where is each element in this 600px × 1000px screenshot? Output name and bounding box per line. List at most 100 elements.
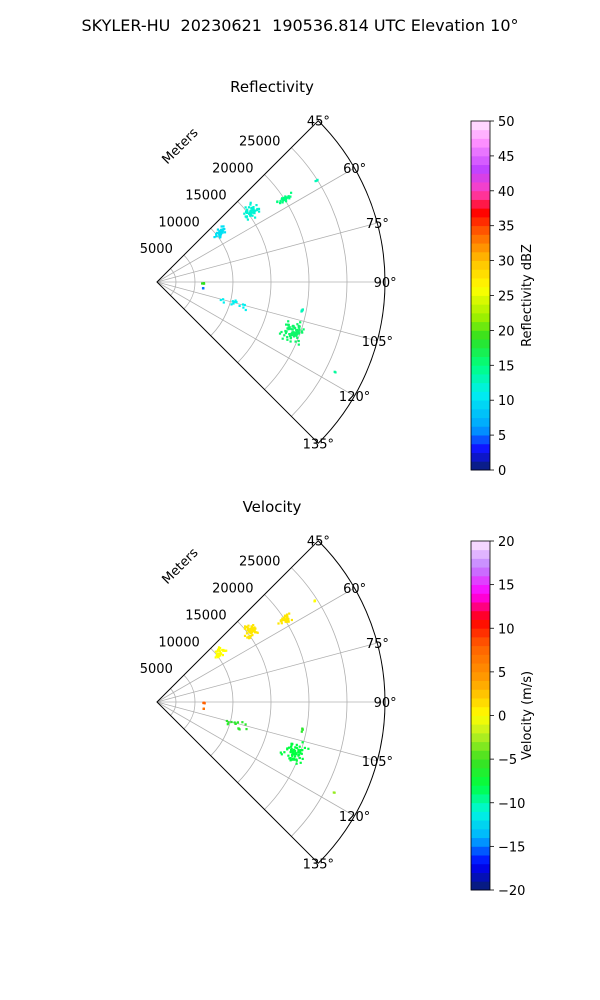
radial-tick-label: 5000	[140, 242, 173, 257]
radar-gate	[245, 728, 248, 731]
radar-gate	[221, 230, 224, 234]
radar-gate	[285, 330, 288, 333]
radar-gate	[298, 756, 301, 760]
radar-gate	[223, 228, 226, 231]
radar-gate	[222, 225, 225, 228]
radar-gate	[290, 618, 293, 622]
radar-gate	[225, 719, 228, 723]
radar-gate	[294, 340, 297, 343]
radar-gate	[220, 652, 223, 655]
radar-gate	[215, 235, 218, 238]
radar-gate	[300, 330, 303, 333]
colorbar-tick-label: 5	[498, 429, 506, 444]
radar-gate	[315, 179, 318, 182]
radar-gate	[301, 741, 304, 744]
radar-gate	[244, 625, 247, 628]
radar-gate	[290, 191, 293, 194]
radar-gate	[250, 206, 253, 209]
radar-gate	[282, 196, 285, 200]
radar-gate	[289, 340, 292, 343]
colorbar-segment	[471, 304, 490, 314]
radar-gate	[218, 652, 221, 656]
radar-gate	[218, 230, 221, 233]
colorbar-segment	[471, 837, 490, 847]
colorbar-segment	[471, 190, 490, 200]
colorbar-tick-label: 10	[498, 622, 515, 637]
radar-gate	[299, 321, 302, 324]
radar-gate	[233, 300, 236, 303]
radar-gate	[254, 209, 257, 212]
reflectivity-panel: Reflectivity 5000 10000 15000 20000 25000 Mete…	[140, 78, 535, 479]
radar-gate	[281, 197, 284, 200]
radar-gate	[251, 628, 254, 631]
radar-gate	[313, 599, 317, 603]
radial-tick-label: 25000	[239, 135, 280, 150]
radar-gate	[300, 730, 303, 733]
radar-gate	[216, 228, 219, 231]
radar-gate	[300, 752, 303, 755]
radar-gate	[223, 231, 227, 234]
radar-gate	[286, 617, 289, 620]
radar-gate	[249, 627, 253, 630]
radar-gate	[285, 200, 288, 203]
colorbar-segment	[471, 549, 490, 559]
colorbar-segment	[471, 225, 490, 235]
radar-gate	[283, 614, 287, 617]
radar-gate	[288, 326, 291, 329]
radar-gate	[307, 747, 310, 750]
colorbar-segment	[471, 347, 490, 357]
colorbar-segment	[471, 663, 490, 673]
radar-gate	[294, 746, 297, 749]
radar-gate	[254, 631, 257, 634]
radar-gate	[286, 748, 289, 751]
radar-gate	[291, 752, 294, 756]
radar-gate	[296, 336, 299, 339]
radar-gate	[296, 330, 299, 333]
radar-gate	[249, 631, 253, 635]
radar-gate	[288, 612, 291, 615]
grid-spoke	[156, 701, 355, 817]
radar-gate	[294, 327, 297, 330]
colorbar-segment	[471, 741, 490, 751]
colorbar-segment	[471, 855, 490, 865]
colorbar-label: Reflectivity dBZ	[520, 244, 535, 347]
colorbar-segment	[471, 575, 490, 586]
radar-gate	[221, 649, 225, 652]
radar-gate	[292, 335, 295, 338]
radar-gate	[298, 753, 301, 756]
radar-gate	[301, 331, 304, 334]
radar-gate	[286, 613, 289, 616]
radar-gate	[215, 654, 218, 657]
radar-gate	[201, 282, 204, 285]
radar-gate	[287, 323, 290, 326]
radar-gate	[253, 212, 256, 215]
radar-gate	[280, 198, 283, 201]
radar-gate	[288, 334, 292, 337]
radar-gate	[249, 629, 252, 632]
radar-gate	[218, 234, 221, 237]
radar-gate	[297, 343, 300, 346]
radial-axis-label: Meters	[160, 545, 202, 587]
radar-gate	[218, 233, 221, 236]
radar-gate	[246, 211, 249, 214]
colorbar-tick-label: −5	[498, 753, 517, 768]
radar-gate	[314, 180, 317, 183]
radar-gate	[250, 210, 253, 213]
radar-gate	[297, 748, 300, 751]
angle-tick-label: 120°	[339, 810, 370, 825]
radar-gate	[230, 720, 233, 724]
radar-gate	[285, 197, 288, 200]
radar-gate	[252, 624, 255, 627]
radar-gate	[231, 300, 234, 303]
radar-gate	[219, 236, 222, 239]
radar-gate	[290, 742, 293, 745]
colorbar-segment	[471, 680, 490, 690]
colorbar-segment	[471, 339, 490, 349]
angle-tick-label: 105°	[362, 755, 393, 770]
colorbar-segment	[471, 129, 490, 139]
radar-gate	[217, 648, 220, 651]
colorbar-segment	[471, 417, 490, 427]
grid-spoke	[156, 167, 355, 283]
radar-gate	[279, 200, 282, 203]
radar-gate	[282, 199, 285, 202]
